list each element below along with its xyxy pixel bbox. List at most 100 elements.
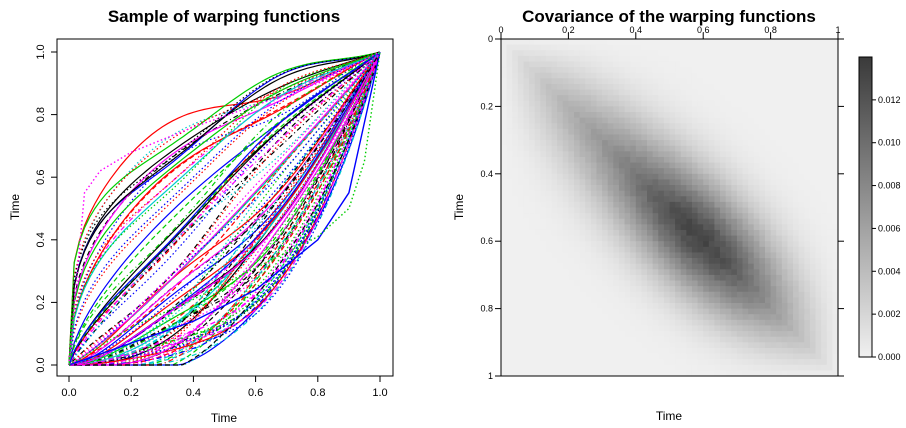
heatmap-cell [501,117,508,124]
heatmap-cell [635,291,642,298]
heatmap-cell [748,95,755,102]
heatmap-cell [590,280,597,287]
heatmap-cell [798,156,805,163]
heatmap-cell [714,336,721,343]
heatmap-cell [703,39,710,46]
heatmap-cell [562,364,569,371]
heatmap-cell [529,319,536,326]
heatmap-cell [557,331,564,338]
heatmap-cell [809,218,816,225]
heatmap-cell [742,370,749,377]
heatmap-cell [534,274,541,281]
heatmap-cell [753,67,760,74]
heatmap-cell [680,331,687,338]
heatmap-cell [776,353,783,360]
heatmap-cell [585,95,592,102]
heatmap-cell [630,235,637,242]
heatmap-cell [607,173,614,180]
heatmap-cell [731,258,738,265]
heatmap-cell [658,291,665,298]
heatmap-cell [731,342,738,349]
heatmap-cell [529,123,536,130]
heatmap-cell [557,258,564,265]
heatmap-cell [680,151,687,158]
heatmap-cell [506,218,513,225]
heatmap-cell [562,235,569,242]
heatmap-cell [596,201,603,208]
heatmap-cell [691,106,698,113]
heatmap-cell [748,319,755,326]
heatmap-cell [680,370,687,377]
warping-curve [68,51,381,366]
heatmap-cell [675,134,682,141]
heatmap-cell [618,347,625,354]
heatmap-cell [748,190,755,197]
heatmap-cell [697,140,704,147]
heatmap-cell [529,252,536,259]
heatmap-cell [652,50,659,57]
heatmap-cell [815,263,822,270]
heatmap-cell [562,325,569,332]
right-y-axis-label: Time [452,194,466,221]
heatmap-cell [776,342,783,349]
heatmap-cell [652,173,659,180]
heatmap-cell [680,173,687,180]
heatmap-cell [630,269,637,276]
heatmap-cell [832,291,839,298]
heatmap-cell [590,179,597,186]
heatmap-cell [652,302,659,309]
heatmap-cell [793,229,800,236]
heatmap-cell [832,100,839,107]
heatmap-cell [703,112,710,119]
heatmap-cell [736,342,743,349]
heatmap-cell [770,185,777,192]
heatmap-cell [540,359,547,366]
heatmap-cell [675,201,682,208]
heatmap-cell [534,246,541,253]
heatmap-cell [557,134,564,141]
heatmap-cell [512,89,519,96]
heatmap-cell [675,336,682,343]
heatmap-cell [545,291,552,298]
heatmap-cell [781,50,788,57]
heatmap-cell [798,67,805,74]
heatmap-cell [804,106,811,113]
heatmap-cell [568,274,575,281]
heatmap-cell [506,258,513,265]
heatmap-cell [624,308,631,315]
heatmap-cell [798,229,805,236]
heatmap-cell [652,319,659,326]
heatmap-cell [534,100,541,107]
heatmap-cell [630,224,637,231]
warping-curve [68,51,381,366]
heatmap-cell [821,224,828,231]
heatmap-cell [781,269,788,276]
heatmap-cell [652,44,659,51]
heatmap-cell [618,269,625,276]
heatmap-cell [501,151,508,158]
heatmap-cell [781,274,788,281]
heatmap-cell [557,162,564,169]
heatmap-cell [545,364,552,371]
heatmap-cell [725,44,732,51]
heatmap-cell [624,123,631,130]
heatmap-cell [793,263,800,270]
heatmap-cell [585,263,592,270]
heatmap-cell [630,134,637,141]
heatmap-cell [647,308,654,315]
heatmap-cell [832,117,839,124]
heatmap-cell [613,185,620,192]
heatmap-cell [720,151,727,158]
heatmap-cell [720,168,727,175]
heatmap-cell [506,308,513,315]
heatmap-cell [764,347,771,354]
heatmap-cell [804,83,811,90]
heatmap-cell [720,291,727,298]
heatmap-cell [680,39,687,46]
heatmap-cell [585,134,592,141]
heatmap-cell [574,347,581,354]
warping-curve [69,51,381,366]
heatmap-cell [703,196,710,203]
heatmap-cell [736,44,743,51]
heatmap-cell [618,229,625,236]
